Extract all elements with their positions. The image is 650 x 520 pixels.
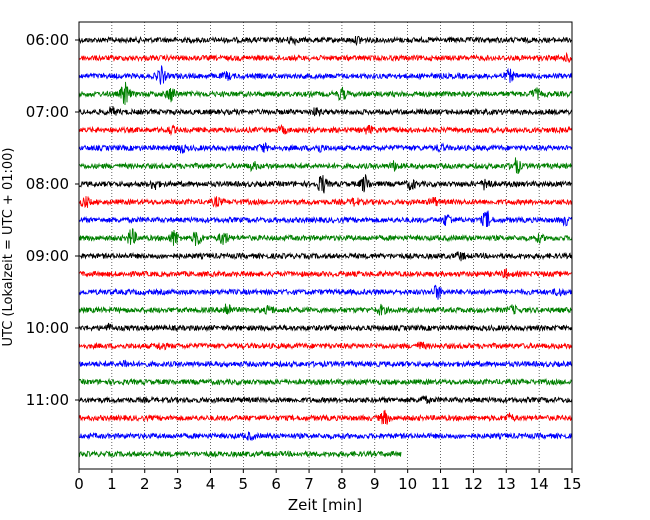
- plot-frame: [78, 21, 573, 470]
- x-tick-label: 9: [370, 475, 380, 493]
- x-tick-label: 8: [337, 475, 347, 493]
- seismic-trace: [78, 268, 573, 280]
- seismic-trace: [78, 196, 573, 208]
- seismic-trace: [78, 394, 573, 405]
- seismic-trace: [78, 228, 573, 247]
- seismic-traces: [78, 35, 573, 459]
- seismic-trace: [78, 431, 573, 441]
- seismic-trace: [78, 81, 573, 106]
- x-tick-label: 12: [464, 475, 483, 493]
- seismic-trace: [78, 284, 573, 300]
- x-tick-label: 13: [497, 475, 516, 493]
- seismic-trace: [78, 409, 573, 425]
- seismic-trace: [78, 449, 402, 459]
- y-tick-label: 10:00: [26, 319, 69, 337]
- seismic-trace: [78, 210, 573, 228]
- seismic-trace: [78, 51, 573, 63]
- seismic-trace: [78, 35, 573, 47]
- seismic-trace: [78, 174, 573, 194]
- seismic-trace: [78, 106, 573, 118]
- y-tick-label: 11:00: [26, 391, 69, 409]
- x-tick-label: 14: [530, 475, 549, 493]
- seismic-trace: [78, 123, 573, 137]
- seismic-trace: [78, 251, 573, 262]
- x-axis-label: Zeit [min]: [288, 496, 362, 514]
- x-tick-label: 3: [173, 475, 183, 493]
- seismic-trace: [78, 341, 573, 351]
- x-tick-label: 7: [304, 475, 314, 493]
- x-tick-label: 15: [562, 475, 581, 493]
- seismic-trace: [78, 65, 573, 85]
- y-axis-ticks: 06:00 07:00 08:00 09:00 10:00 11:00: [26, 31, 79, 409]
- x-tick-label: 0: [74, 475, 84, 493]
- y-tick-label: 09:00: [26, 247, 69, 265]
- seismic-trace: [78, 141, 573, 154]
- x-tick-label: 11: [431, 475, 450, 493]
- seismic-trace: [78, 377, 573, 387]
- x-tick-label: 10: [398, 475, 417, 493]
- x-tick-label: 1: [107, 475, 117, 493]
- y-tick-label: 07:00: [26, 103, 69, 121]
- grid-lines: [111, 22, 540, 469]
- x-tick-label: 4: [206, 475, 216, 493]
- x-axis-ticks: 0 1 2 3 4 5 6 7 8 9 10 11 12 13 14 15: [74, 469, 582, 493]
- seismic-trace: [78, 303, 573, 316]
- x-tick-label: 5: [239, 475, 249, 493]
- x-tick-label: 2: [140, 475, 150, 493]
- y-tick-label: 08:00: [26, 175, 69, 193]
- y-tick-label: 06:00: [26, 31, 69, 49]
- seismic-trace: [78, 359, 573, 369]
- seismic-trace: [78, 322, 573, 333]
- seismic-trace: [78, 157, 573, 175]
- x-tick-label: 6: [271, 475, 281, 493]
